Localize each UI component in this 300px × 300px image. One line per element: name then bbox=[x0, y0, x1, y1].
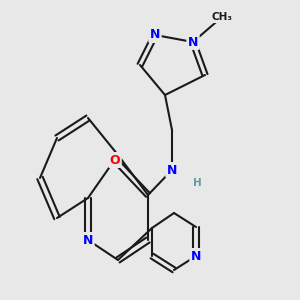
Text: N: N bbox=[191, 250, 201, 262]
Text: N: N bbox=[167, 164, 177, 176]
Text: O: O bbox=[110, 154, 120, 166]
Text: N: N bbox=[150, 28, 160, 41]
Text: CH₃: CH₃ bbox=[212, 12, 233, 22]
Text: N: N bbox=[188, 35, 198, 49]
Text: H: H bbox=[193, 178, 201, 188]
Text: N: N bbox=[83, 233, 93, 247]
